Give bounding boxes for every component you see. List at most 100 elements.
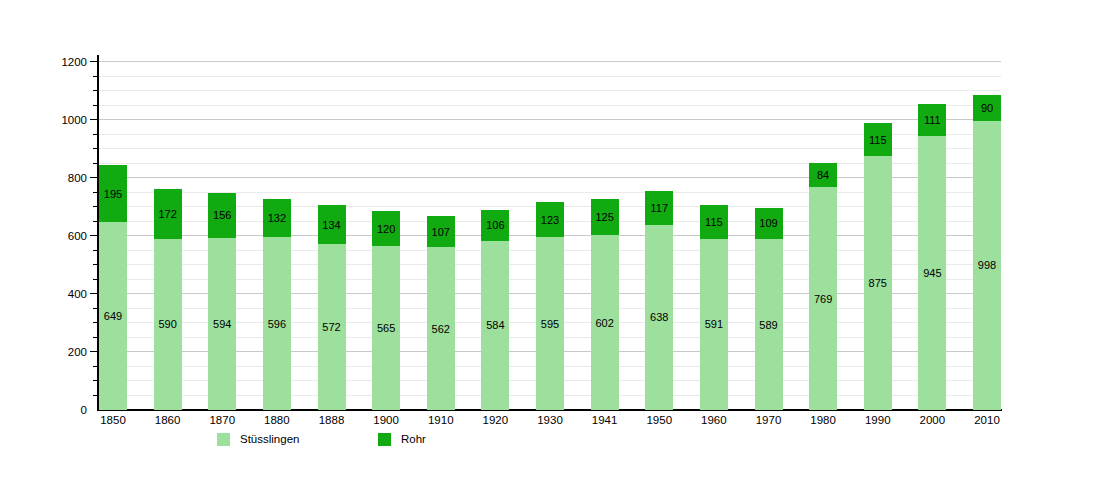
rohr-value-label: 120: [377, 223, 395, 235]
rohr-segment-1970: 109: [755, 208, 783, 240]
bar-group-1990: 1158751990: [864, 62, 892, 410]
stuesslingen-value-label: 591: [705, 318, 723, 330]
bar-group-2010: 909982010: [973, 62, 1001, 410]
stuesslingen-segment-1900: 565: [372, 246, 400, 410]
stuesslingen-value-label: 565: [377, 322, 395, 334]
y-tick-100: [93, 380, 97, 381]
legend-item-rohr: Rohr: [378, 432, 426, 446]
stuesslingen-segment-1880: 596: [263, 237, 291, 410]
stuesslingen-value-label: 998: [978, 259, 996, 271]
y-axis-label-1000: 1000: [61, 114, 87, 127]
y-tick-300: [93, 322, 97, 323]
legend-item-stuesslingen: Stüsslingen: [217, 432, 299, 446]
stuesslingen-value-label: 769: [814, 293, 832, 305]
rohr-segment-1888: 134: [318, 205, 346, 244]
rohr-segment-2000: 111: [918, 104, 946, 136]
x-axis-label-1900: 1900: [373, 414, 399, 426]
y-axis-label-200: 200: [68, 346, 87, 359]
x-axis-label-1910: 1910: [428, 414, 454, 426]
rohr-value-label: 90: [981, 102, 993, 114]
y-tick-600: [90, 235, 97, 236]
rohr-segment-1960: 115: [700, 205, 728, 238]
rohr-value-label: 107: [432, 226, 450, 238]
y-axis-label-600: 600: [68, 230, 87, 243]
bar-group-1860: 1725901860: [154, 62, 182, 410]
bar-group-1930: 1235951930: [536, 62, 564, 410]
stuesslingen-segment-1870: 594: [208, 238, 236, 410]
y-axis-label-400: 400: [68, 288, 87, 301]
rohr-value-label: 115: [705, 216, 723, 228]
x-axis-label-1930: 1930: [537, 414, 563, 426]
y-tick-350: [93, 308, 97, 309]
bar-group-1900: 1205651900: [372, 62, 400, 410]
rohr-value-label: 117: [650, 202, 668, 214]
x-axis-label-1850: 1850: [100, 414, 126, 426]
x-axis-label-1980: 1980: [810, 414, 836, 426]
bar-group-1960: 1155911960: [700, 62, 728, 410]
y-tick-550: [93, 250, 97, 251]
y-tick-450: [93, 279, 97, 280]
stuesslingen-segment-1980: 769: [809, 187, 837, 410]
rohr-segment-1990: 115: [864, 123, 892, 156]
rohr-value-label: 172: [158, 208, 176, 220]
stuesslingen-value-label: 638: [650, 311, 668, 323]
rohr-value-label: 106: [486, 219, 504, 231]
rohr-value-label: 84: [817, 169, 829, 181]
x-axis-label-1950: 1950: [646, 414, 672, 426]
bar-group-1888: 1345721888: [318, 62, 346, 410]
stuesslingen-value-label: 596: [268, 318, 286, 330]
stuesslingen-value-label: 562: [432, 323, 450, 335]
rohr-value-label: 134: [322, 219, 340, 231]
stuesslingen-segment-1970: 589: [755, 239, 783, 410]
stuesslingen-value-label: 945: [923, 267, 941, 279]
y-tick-700: [93, 206, 97, 207]
bar-group-1980: 847691980: [809, 62, 837, 410]
rohr-value-label: 115: [869, 134, 887, 146]
rohr-value-label: 132: [268, 212, 286, 224]
rohr-value-label: 123: [541, 214, 559, 226]
stuesslingen-segment-1850: 649: [99, 222, 127, 410]
x-axis-label-1941: 1941: [592, 414, 618, 426]
y-tick-1200: [90, 61, 97, 62]
stuesslingen-segment-1920: 584: [481, 241, 509, 410]
bars-layer: 1956491850172590186015659418701325961880…: [99, 62, 1001, 410]
stuesslingen-value-label: 602: [595, 317, 613, 329]
y-tick-800: [90, 177, 97, 178]
stuesslingen-value-label: 595: [541, 318, 559, 330]
y-tick-50: [93, 395, 97, 396]
y-tick-500: [93, 264, 97, 265]
stuesslingen-segment-1960: 591: [700, 239, 728, 410]
x-axis-label-1870: 1870: [209, 414, 235, 426]
bar-group-1910: 1075621910: [427, 62, 455, 410]
rohr-swatch: [378, 433, 391, 446]
y-tick-200: [90, 351, 97, 352]
rohr-segment-1880: 132: [263, 199, 291, 237]
stuesslingen-value-label: 572: [322, 321, 340, 333]
stuesslingen-value-label: 594: [213, 318, 231, 330]
bar-group-1880: 1325961880: [263, 62, 291, 410]
y-tick-1000: [90, 119, 97, 120]
bar-group-1950: 1176381950: [645, 62, 673, 410]
stuesslingen-value-label: 590: [158, 318, 176, 330]
stuesslingen-value-label: 649: [104, 310, 122, 322]
y-tick-950: [93, 134, 97, 135]
stuesslingen-segment-2000: 945: [918, 136, 946, 410]
plot-area: 0200400600800100012001956491850172590186…: [99, 62, 1001, 410]
rohr-segment-1930: 123: [536, 202, 564, 238]
bar-group-2000: 1119452000: [918, 62, 946, 410]
y-tick-400: [90, 293, 97, 294]
x-axis-label-1970: 1970: [756, 414, 782, 426]
x-axis-label-1920: 1920: [483, 414, 509, 426]
x-axis-label-1990: 1990: [865, 414, 891, 426]
x-axis-label-1880: 1880: [264, 414, 290, 426]
rohr-value-label: 195: [104, 188, 122, 200]
y-tick-1150: [93, 76, 97, 77]
population-chart: 0200400600800100012001956491850172590186…: [0, 0, 1100, 500]
y-tick-900: [93, 148, 97, 149]
y-axis-label-0: 0: [81, 404, 87, 417]
stuesslingen-value-label: 875: [869, 277, 887, 289]
y-tick-250: [93, 337, 97, 338]
y-tick-1100: [93, 90, 97, 91]
rohr-segment-1910: 107: [427, 216, 455, 247]
stuesslingen-segment-2010: 998: [973, 121, 1001, 410]
